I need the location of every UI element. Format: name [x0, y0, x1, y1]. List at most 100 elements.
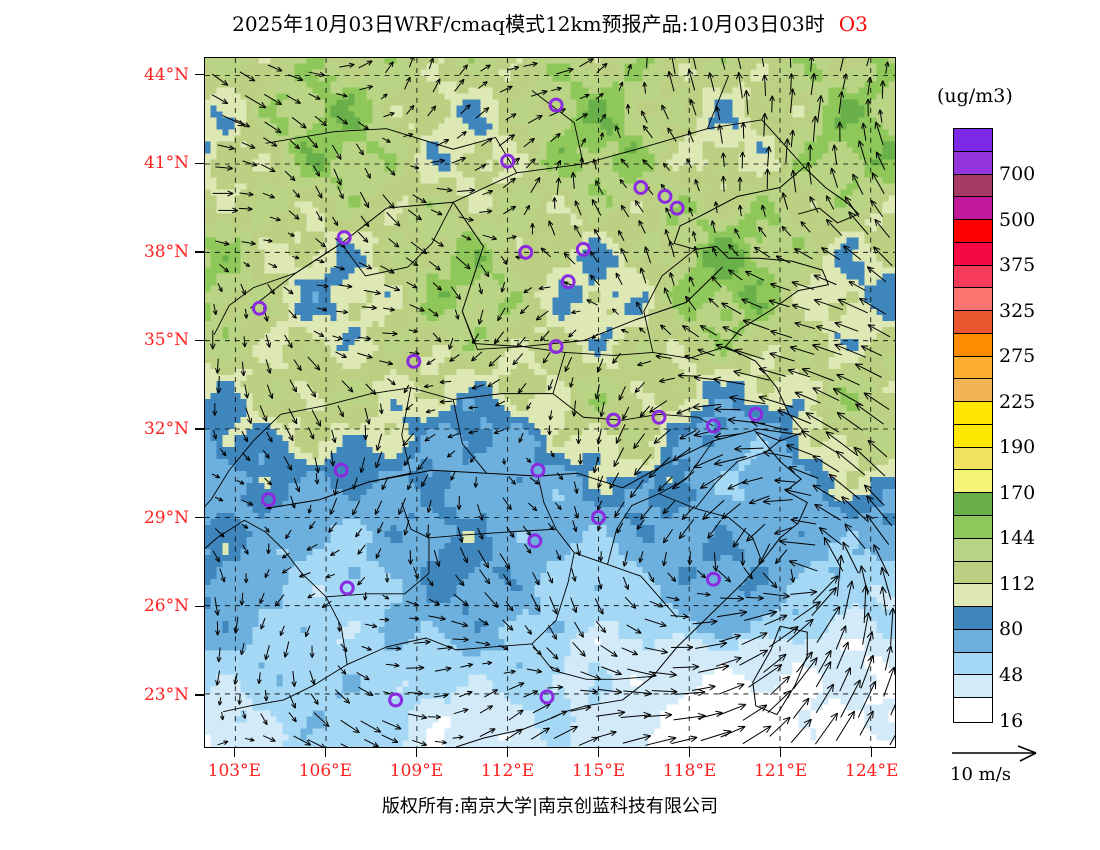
colorbar-cell	[954, 402, 992, 425]
colorbar-cell	[954, 151, 992, 175]
city-marker-icon[interactable]	[575, 241, 591, 257]
city-marker-icon[interactable]	[705, 571, 721, 587]
lon-tick	[870, 748, 873, 757]
title-text: 2025年10月03日WRF/cmaq模式12km预报产品:10月03日03时	[232, 12, 825, 36]
lat-tick	[195, 162, 204, 165]
map-plot-area	[204, 57, 896, 748]
wind-scale-label: 10 m/s	[950, 764, 1011, 785]
lon-axis-label: 106°E	[298, 761, 353, 781]
lon-tick	[597, 748, 600, 757]
city-marker-icon[interactable]	[336, 230, 352, 246]
colorbar-cell	[954, 220, 992, 243]
lat-tick	[195, 694, 204, 696]
colorbar-cell	[954, 698, 992, 721]
city-marker-icon[interactable]	[560, 274, 576, 290]
colorbar-cell	[954, 675, 992, 699]
colorbar-cell	[954, 561, 992, 585]
city-marker-icon[interactable]	[606, 412, 621, 428]
city-marker-icon[interactable]	[388, 692, 404, 708]
colorbar-cell	[954, 424, 992, 448]
city-marker-icon[interactable]	[251, 300, 267, 316]
lat-axis-label: 41°N	[143, 153, 189, 174]
city-marker-icon[interactable]	[530, 462, 546, 478]
lat-tick	[195, 251, 204, 253]
lat-axis-label: 29°N	[143, 507, 189, 528]
colorbar-cell	[954, 516, 992, 539]
concentration-map	[205, 58, 895, 747]
lon-axis-label: 115°E	[571, 761, 626, 781]
lat-axis-label: 38°N	[143, 241, 189, 262]
colorbar-label: 48	[999, 663, 1024, 686]
city-marker-icon[interactable]	[261, 492, 276, 508]
colorbar-label: 112	[999, 572, 1036, 595]
colorbar-cell	[954, 652, 992, 676]
lon-tick	[324, 748, 327, 757]
colorbar-cell	[954, 242, 992, 266]
city-marker-icon[interactable]	[539, 689, 555, 705]
lon-tick	[779, 748, 782, 757]
copyright-footer: 版权所有:南京大学|南京创蓝科技有限公司	[381, 796, 719, 817]
colorbar-label: 700	[999, 163, 1036, 186]
city-marker-icon[interactable]	[333, 462, 349, 478]
city-marker-icon[interactable]	[527, 533, 543, 549]
lat-axis-label: 44°N	[143, 64, 189, 85]
lat-axis-label: 23°N	[143, 684, 189, 705]
lat-axis-label: 35°N	[143, 330, 189, 351]
colorbar-label: 16	[999, 709, 1024, 732]
city-markers	[251, 97, 764, 708]
colorbar-cell	[954, 538, 992, 562]
city-marker-icon[interactable]	[748, 406, 764, 422]
city-marker-icon[interactable]	[651, 409, 667, 425]
colorbar-cell	[954, 447, 992, 471]
city-marker-icon[interactable]	[406, 353, 422, 369]
colorbar	[953, 128, 993, 723]
city-marker-icon[interactable]	[705, 418, 721, 434]
lon-tick	[506, 748, 509, 757]
city-marker-icon[interactable]	[548, 339, 564, 355]
city-marker-icon[interactable]	[590, 509, 606, 525]
lat-tick	[195, 428, 204, 430]
colorbar-label: 500	[999, 208, 1036, 231]
lat-tick	[195, 516, 204, 519]
title-species-label: O3	[838, 12, 868, 36]
city-marker-icon[interactable]	[633, 180, 649, 196]
colorbar-cell	[954, 356, 992, 380]
lat-axis-label: 26°N	[143, 596, 189, 617]
colorbar-cell	[954, 629, 992, 653]
wind-scale-legend: 10 m/s	[950, 744, 1080, 792]
lon-tick	[688, 748, 691, 757]
city-marker-icon[interactable]	[339, 580, 355, 596]
colorbar-cell	[954, 584, 992, 608]
colorbar-label: 80	[999, 618, 1024, 641]
lon-axis-label: 118°E	[662, 761, 717, 781]
colorbar-cell	[954, 311, 992, 334]
city-marker-icon[interactable]	[548, 97, 564, 113]
colorbar-cell	[954, 333, 992, 357]
colorbar-cell	[954, 129, 992, 152]
colorbar-label: 375	[999, 254, 1036, 277]
colorbar-units-label: (ug/m3)	[937, 85, 1013, 107]
lon-tick	[415, 748, 418, 757]
colorbar-cell	[954, 493, 992, 517]
lon-axis-label: 109°E	[389, 761, 444, 781]
colorbar-cell	[954, 174, 992, 198]
colorbar-cell	[954, 379, 992, 403]
colorbar-label: 144	[999, 527, 1036, 550]
lon-tick	[233, 748, 236, 757]
lat-tick	[195, 73, 204, 76]
city-marker-icon[interactable]	[657, 188, 673, 204]
lon-axis-label: 124°E	[845, 761, 899, 781]
page-title: 2025年10月03日WRF/cmaq模式12km预报产品:10月03日03时 O…	[0, 8, 1100, 37]
colorbar-label: 275	[999, 345, 1036, 368]
concentration-field	[205, 58, 895, 747]
city-marker-icon[interactable]	[669, 200, 685, 216]
colorbar-label: 225	[999, 390, 1036, 413]
city-marker-icon[interactable]	[500, 153, 516, 169]
colorbar-label: 190	[999, 436, 1036, 459]
city-marker-icon[interactable]	[518, 244, 534, 260]
lat-tick	[195, 339, 204, 342]
wind-scale-arrow-icon	[952, 745, 1037, 762]
colorbar-label: 325	[999, 299, 1036, 322]
lat-axis-label: 32°N	[143, 419, 189, 440]
colorbar-cell	[954, 265, 992, 289]
